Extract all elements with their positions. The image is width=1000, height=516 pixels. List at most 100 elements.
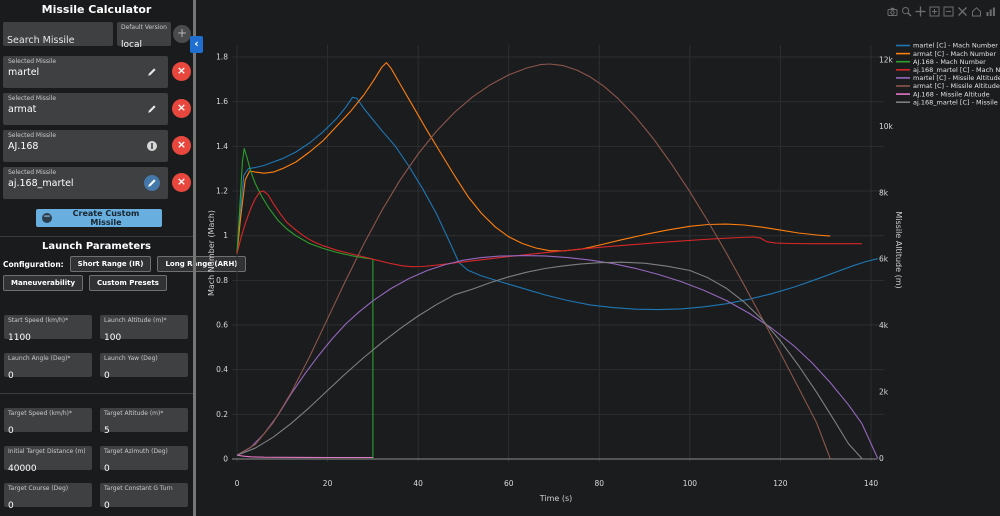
default-version-field[interactable]: Default Version bbox=[117, 22, 171, 51]
parameter-label: Target Speed (km/h)* bbox=[8, 410, 73, 417]
search-input[interactable] bbox=[7, 35, 109, 46]
pan-icon[interactable] bbox=[915, 2, 926, 21]
collapse-sidebar-button[interactable]: ‹ bbox=[190, 36, 203, 53]
selected-missile-label: Selected Missile bbox=[8, 132, 57, 139]
parameter-input[interactable] bbox=[104, 426, 184, 437]
edit-icon-active[interactable] bbox=[144, 175, 160, 191]
selected-missile-name: martel bbox=[8, 67, 40, 78]
parameter-field: Target Azimuth (Deg) bbox=[100, 446, 188, 475]
preset-row: Maneuverability Custom Presets bbox=[3, 275, 167, 291]
remove-missile-button[interactable]: × bbox=[172, 62, 191, 81]
zoom-out-icon[interactable] bbox=[943, 2, 954, 21]
parameter-input[interactable] bbox=[104, 501, 184, 512]
selected-missile-name: AJ.168 bbox=[8, 141, 39, 152]
parameter-field: Launch Angle (Deg)* bbox=[4, 353, 92, 382]
left-axis-tick-label: 0.6 bbox=[216, 321, 228, 330]
preset-button-1[interactable]: Custom Presets bbox=[89, 275, 167, 291]
legend-item[interactable]: aj.168_martel [C] - Mach Number bbox=[896, 66, 1000, 74]
left-axis-tick-label: 0.2 bbox=[216, 410, 228, 419]
reset-axes-icon[interactable] bbox=[971, 2, 982, 21]
parameter-input[interactable] bbox=[8, 426, 88, 437]
series-line-1 bbox=[236, 62, 831, 254]
left-axis-tick-label: 1.4 bbox=[216, 142, 228, 151]
parameter-field: Target Speed (km/h)* bbox=[4, 408, 92, 437]
edit-icon[interactable] bbox=[144, 101, 160, 117]
default-version-input[interactable] bbox=[121, 40, 167, 51]
parameter-input[interactable] bbox=[8, 371, 88, 382]
selected-missile-name: armat bbox=[8, 104, 37, 115]
legend-item[interactable]: AJ.168 - Missile Altitude bbox=[896, 90, 990, 98]
series-line-3 bbox=[236, 190, 862, 268]
legend-item[interactable]: armat [C] - Mach Number bbox=[896, 50, 996, 58]
parameter-input[interactable] bbox=[8, 464, 88, 475]
legend-item[interactable]: martel [C] - Mach Number bbox=[896, 42, 998, 50]
divider bbox=[0, 236, 193, 237]
parameter-label: Target Altitude (m)* bbox=[104, 410, 164, 417]
chart-modebar bbox=[887, 2, 996, 21]
right-axis-tick-label: 12k bbox=[879, 55, 894, 64]
parameter-input[interactable] bbox=[104, 371, 184, 382]
selected-missile-field[interactable]: Selected Missile aj.168_martel bbox=[3, 167, 168, 199]
remove-missile-button[interactable]: × bbox=[172, 173, 191, 192]
x-axis-tick-label: 80 bbox=[595, 479, 605, 488]
right-axis-tick-label: 8k bbox=[879, 188, 889, 197]
left-axis-tick-label: 0.4 bbox=[216, 365, 228, 374]
plotly-logo-icon[interactable] bbox=[985, 2, 996, 21]
selected-missile-field[interactable]: Selected Missile armat bbox=[3, 93, 168, 125]
left-axis-title: Mach Number (Mach) bbox=[207, 210, 216, 296]
default-version-label: Default Version bbox=[121, 24, 167, 31]
legend-label: aj.168_martel [C] - Missile Altitude bbox=[913, 98, 1000, 106]
left-axis-tick-label: 1.8 bbox=[216, 53, 228, 62]
remove-missile-button[interactable]: × bbox=[172, 136, 191, 155]
legend-label: martel [C] - Mach Number bbox=[913, 42, 998, 50]
zoom-in-icon[interactable] bbox=[929, 2, 940, 21]
x-axis-tick-label: 140 bbox=[864, 479, 879, 488]
parameter-input[interactable] bbox=[104, 333, 184, 344]
series-line-7 bbox=[236, 261, 863, 459]
legend-item[interactable]: aj.168_martel [C] - Missile Altitude bbox=[896, 98, 1000, 106]
selected-missile-field[interactable]: Selected Missile martel bbox=[3, 56, 168, 88]
config-button-0[interactable]: Short Range (IR) bbox=[69, 256, 152, 272]
edit-icon[interactable] bbox=[144, 64, 160, 80]
legend-item[interactable]: martel [C] - Missile Altitude bbox=[896, 74, 1000, 82]
chart-canvas[interactable]: 0 0.2 0.4 0.6 0.8 1 1.2 1.4 1.6 1.8 0 2k 4k 6k 8k 10k 12… bbox=[196, 0, 1000, 516]
parameter-input[interactable] bbox=[8, 333, 88, 344]
parameter-field: Target Altitude (m)* bbox=[100, 408, 188, 437]
camera-icon[interactable] bbox=[887, 2, 898, 21]
zoom-icon[interactable] bbox=[901, 2, 912, 21]
selected-missile-field[interactable]: Selected Missile AJ.168 bbox=[3, 130, 168, 162]
parameter-input[interactable] bbox=[8, 501, 88, 512]
selected-missile-label: Selected Missile bbox=[8, 95, 57, 102]
create-custom-missile-button[interactable]: − Create Custom Missile bbox=[36, 209, 162, 227]
series-line-5 bbox=[236, 63, 831, 459]
parameter-label: Launch Yaw (Deg) bbox=[104, 355, 158, 362]
parameter-label: Target Constant G Turn bbox=[104, 485, 173, 492]
parameter-label: Initial Target Distance (m) bbox=[8, 448, 86, 455]
parameter-label: Launch Altitude (m)* bbox=[104, 317, 167, 324]
preset-button-0[interactable]: Maneuverability bbox=[3, 275, 84, 291]
x-axis-tick-label: 60 bbox=[504, 479, 514, 488]
x-axis-tick-label: 20 bbox=[323, 479, 333, 488]
legend-label: martel [C] - Missile Altitude bbox=[913, 74, 1000, 82]
series-line-6 bbox=[236, 454, 373, 459]
legend-item[interactable]: armat [C] - Missile Altitude bbox=[896, 82, 1000, 90]
remove-missile-button[interactable]: × bbox=[172, 99, 191, 118]
sidebar-scrollbar[interactable] bbox=[193, 0, 196, 516]
x-axis-tick-label: 100 bbox=[683, 479, 698, 488]
sidebar: Missile Calculator Default Version + ‹ ‹… bbox=[0, 0, 246, 516]
parameter-label: Launch Angle (Deg)* bbox=[8, 355, 71, 362]
right-axis-tick-label: 0 bbox=[879, 454, 884, 463]
readonly-icon[interactable] bbox=[144, 138, 160, 154]
config-button-1[interactable]: Long Range (ARH) bbox=[157, 256, 246, 272]
left-axis-tick-label: 1.2 bbox=[216, 187, 228, 196]
autoscale-icon[interactable] bbox=[957, 2, 968, 21]
selected-missile-row: Selected Missile martel × bbox=[0, 56, 193, 88]
parameter-field: Initial Target Distance (m) bbox=[4, 446, 92, 475]
left-axis-tick-label: 1 bbox=[223, 231, 228, 240]
selected-missile-row: Selected Missile AJ.168 × bbox=[0, 130, 193, 162]
add-missile-button[interactable]: + bbox=[173, 25, 191, 43]
legend-item[interactable]: AJ.168 - Mach Number bbox=[896, 58, 986, 66]
app-title: Missile Calculator bbox=[41, 3, 152, 16]
legend-label: armat [C] - Missile Altitude bbox=[913, 82, 1000, 90]
parameter-input[interactable] bbox=[104, 464, 184, 475]
